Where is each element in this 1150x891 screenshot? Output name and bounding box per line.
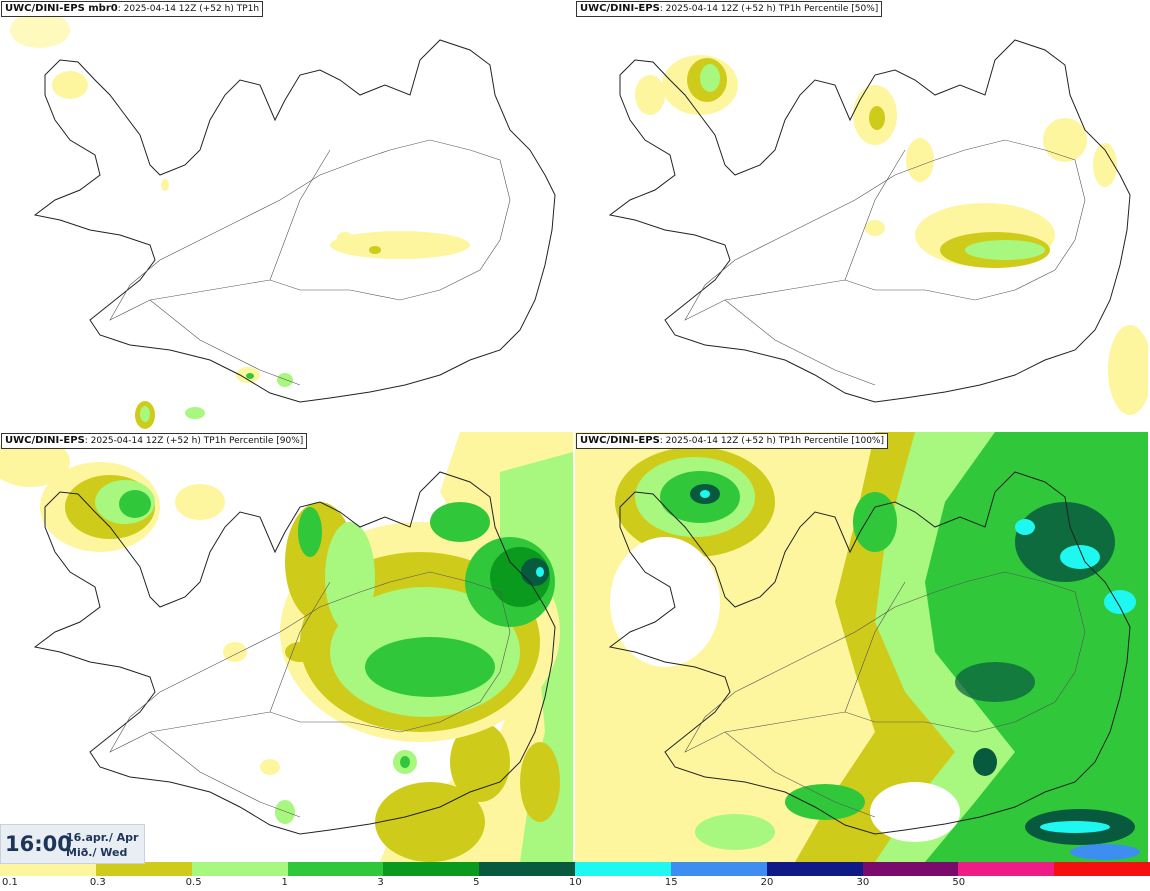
panel-title: UWC/DINI-EPS: 2025-04-14 12Z (+52 h) TP1… (576, 1, 883, 17)
legend-swatch (862, 862, 959, 876)
panel-title: UWC/DINI-EPS: 2025-04-14 12Z (+52 h) TP1… (1, 433, 308, 449)
iceland-coastline (608, 39, 1131, 403)
legend-swatch (383, 862, 480, 876)
precip-map (608, 39, 1148, 415)
legend-tick-label: 0.1 (2, 877, 18, 888)
legend-swatch (1054, 862, 1150, 876)
legend-tick-label: 15 (664, 877, 678, 888)
legend-tick-label: 1 (281, 877, 288, 888)
valid-weekday: Mið./ Wed (66, 846, 128, 859)
valid-date: 16.apr./ Apr (66, 831, 139, 844)
map-panel-member0: UWC/DINI-EPS mbr0: 2025-04-14 12Z (+52 h… (0, 0, 573, 430)
precip-map (0, 432, 573, 862)
road-network (109, 139, 511, 386)
legend-swatch (479, 862, 576, 876)
legend-tick-label: 3 (377, 877, 384, 888)
legend-swatch (0, 862, 97, 876)
legend-swatch (287, 862, 384, 876)
legend-tick-label: 5 (473, 877, 480, 888)
legend-tick-label: 30 (856, 877, 870, 888)
legend-swatch (575, 862, 672, 876)
map-panel-p50: UWC/DINI-EPS: 2025-04-14 12Z (+52 h) TP1… (575, 0, 1148, 430)
panel-divider-horizontal (0, 430, 1150, 432)
map-panel-p90: UWC/DINI-EPS: 2025-04-14 12Z (+52 h) TP1… (0, 432, 573, 862)
map-panel-p100: UWC/DINI-EPS: 2025-04-14 12Z (+52 h) TP1… (575, 432, 1148, 862)
panel-title: UWC/DINI-EPS: 2025-04-14 12Z (+52 h) TP1… (576, 433, 888, 449)
legend-swatch (670, 862, 768, 876)
legend-tick-label: 20 (760, 877, 774, 888)
legend-swatch (958, 862, 1055, 876)
precip-legend: 0.1 0.3 0.5 1 3 5 10 15 20 30 50 (0, 862, 1150, 891)
road-network (684, 571, 1086, 818)
legend-tick-label: 10 (569, 877, 582, 888)
iceland-coastline (608, 471, 1131, 835)
panel-title: UWC/DINI-EPS mbr0: 2025-04-14 12Z (+52 h… (1, 1, 264, 17)
valid-time-box: 16:00 16.apr./ Apr Mið./ Wed (0, 824, 145, 864)
road-network (109, 571, 511, 818)
legend-swatch (191, 862, 288, 876)
road-network (684, 139, 1086, 386)
valid-time: 16:00 (5, 832, 72, 856)
precip-fill (575, 432, 1148, 862)
precip-map (10, 12, 556, 429)
precip-map (575, 432, 1148, 862)
precip-fill (0, 432, 573, 862)
legend-swatch (766, 862, 863, 876)
precip-fill (10, 12, 470, 429)
iceland-coastline (33, 471, 556, 835)
legend-tick-label: 0.3 (89, 877, 106, 888)
precip-fill (635, 55, 1148, 415)
iceland-coastline (33, 39, 556, 403)
legend-swatch (95, 862, 193, 876)
legend-tick-label: 50 (952, 877, 966, 888)
legend-tick-label: 0.5 (185, 877, 202, 888)
